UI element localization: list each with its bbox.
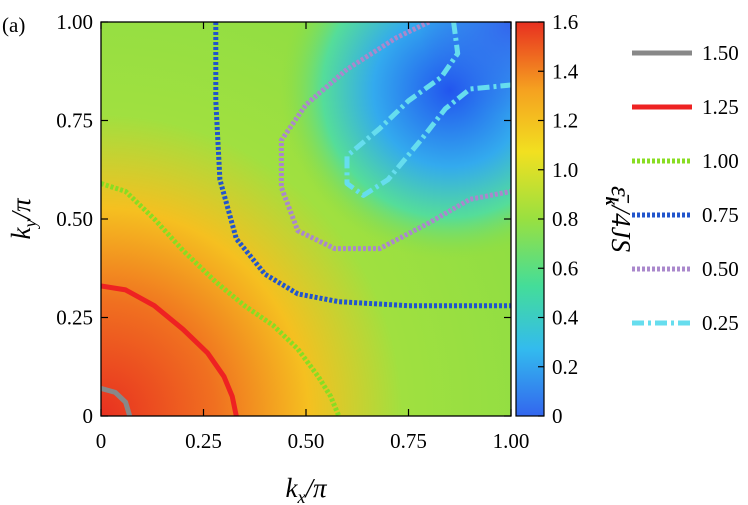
contour-1.00 <box>101 181 342 416</box>
colorbar-tick-label: 0 <box>552 404 563 428</box>
colorbar-tick-label: 1.6 <box>552 10 578 34</box>
colorbar-tick-label: 0.4 <box>552 306 579 330</box>
contour-0.25 <box>344 22 511 198</box>
colorbar-tick-label: 0.6 <box>552 256 578 280</box>
legend: 1.50 1.25 1.00 0.75 0.50 0.25 <box>632 41 739 335</box>
legend-label-1.25: 1.25 <box>702 95 739 119</box>
panel-label: (a) <box>2 13 25 37</box>
contour-1.25 <box>101 283 239 416</box>
y-axis-label: ky/π <box>6 197 40 239</box>
x-tick-label: 1.00 <box>493 429 530 453</box>
colorbar-tick-label: 1.4 <box>552 59 579 83</box>
x-tick-label: 0.75 <box>390 429 427 453</box>
heatmap-cold-corner <box>101 22 511 416</box>
colorbar-tick-label: 1.0 <box>552 158 578 182</box>
contour-0.75 <box>213 22 511 309</box>
legend-label-0.75: 0.75 <box>702 203 739 227</box>
legend-label-1.50: 1.50 <box>702 41 739 65</box>
y-tick-label: 1.00 <box>56 10 93 34</box>
contour-1.50 <box>101 385 133 416</box>
y-tick-label: 0.50 <box>56 207 93 231</box>
legend-label-1.00: 1.00 <box>702 149 739 173</box>
legend-label-0.50: 0.50 <box>702 257 739 281</box>
legend-label-0.25: 0.25 <box>702 311 739 335</box>
y-tick-label: 0 <box>83 404 94 428</box>
x-axis-ticks: 0 0.25 0.50 0.75 1.00 <box>96 22 530 453</box>
y-axis-ticks: 0 0.25 0.50 0.75 1.00 <box>56 10 511 428</box>
colorbar-tick-label: 0.8 <box>552 207 578 231</box>
colorbar-ticks: 0 0.2 0.4 0.6 0.8 1.0 1.2 1.4 1.6 <box>538 10 579 428</box>
contour-lines <box>101 22 511 416</box>
contour-0.50 <box>278 22 511 252</box>
colorbar-tick-label: 1.2 <box>552 109 578 133</box>
y-tick-label: 0.75 <box>56 109 93 133</box>
x-tick-label: 0.50 <box>288 429 325 453</box>
colorbar-label: ε̄k/4JS <box>602 186 636 253</box>
colorbar-tick-label: 0.2 <box>552 355 578 379</box>
x-axis-label: kx/π <box>285 473 327 505</box>
x-tick-label: 0 <box>96 429 107 453</box>
y-tick-label: 0.25 <box>56 306 93 330</box>
x-tick-label: 0.25 <box>185 429 222 453</box>
heatmap-surface <box>101 22 511 416</box>
